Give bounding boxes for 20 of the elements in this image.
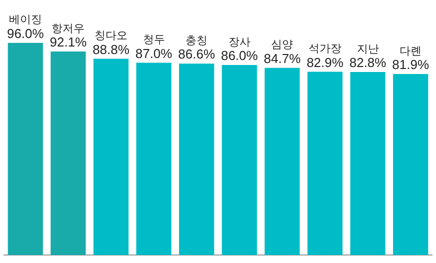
data-label: 84.7%	[264, 50, 302, 66]
x-tick-label: 청두	[142, 33, 165, 46]
x-tick-label: 칭다오	[94, 29, 128, 42]
data-label: 82.8%	[349, 55, 387, 70]
x-tick-label: 석가장	[308, 42, 342, 56]
data-label: 81.9%	[392, 57, 430, 72]
x-tick-label: 충칭	[186, 34, 208, 47]
x-tick-label: 심양	[271, 38, 294, 52]
x-tick-label: 베이징	[8, 13, 42, 26]
data-label: 92.1%	[50, 34, 88, 50]
x-tick-label: 항저우	[52, 22, 85, 35]
x-tick-label: 지난	[356, 42, 379, 56]
data-label: 87.0%	[135, 46, 173, 61]
data-label: 88.8%	[92, 42, 130, 57]
data-label: 86.0%	[220, 48, 258, 64]
data-label: 86.6%	[178, 46, 216, 62]
x-tick-label: 다롄	[400, 44, 422, 58]
data-label: 82.9%	[306, 54, 344, 70]
data-label: 96.0%	[6, 26, 44, 41]
x-tick-label: 장사	[228, 35, 250, 48]
